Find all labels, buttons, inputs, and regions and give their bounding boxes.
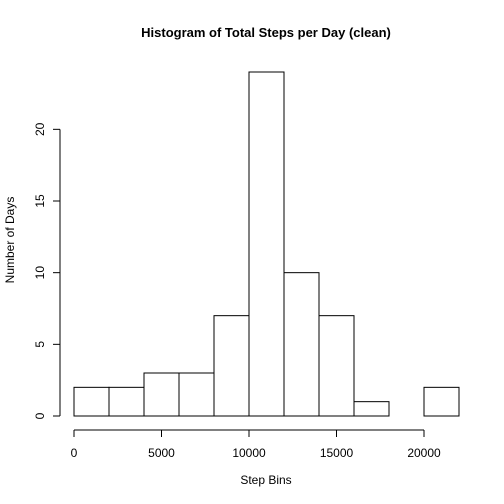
bars-group [73, 71, 460, 417]
x-tick-label: 10000 [232, 446, 266, 460]
histogram-bar-5 [248, 71, 285, 417]
histogram-bar-2 [143, 372, 180, 417]
x-axis-label: Step Bins [240, 473, 291, 487]
y-tick-label: 10 [33, 266, 47, 280]
x-tick-label: 0 [71, 446, 78, 460]
histogram-bar-7 [318, 315, 355, 417]
histogram-bar-8 [353, 401, 390, 417]
histogram-bar-6 [283, 272, 320, 417]
histogram-bar-10 [423, 386, 460, 417]
histogram-bar-4 [213, 315, 250, 417]
histogram-bar-3 [178, 372, 215, 417]
y-axis-label: Number of Days [3, 197, 17, 284]
x-axis: 0 5000 10000 15000 20000 [71, 429, 441, 460]
x-tick-label: 15000 [320, 446, 354, 460]
y-axis: 0 5 10 15 20 [33, 122, 61, 419]
y-tick-label: 15 [33, 194, 47, 208]
y-tick-label: 0 [33, 412, 47, 419]
histogram-bar-1 [108, 386, 145, 417]
x-tick-label: 5000 [148, 446, 175, 460]
x-tick-label: 20000 [407, 446, 441, 460]
chart-title: Histogram of Total Steps per Day (clean) [141, 25, 391, 40]
y-tick-label: 20 [33, 122, 47, 136]
histogram-bar-0 [73, 386, 110, 417]
y-tick-label: 5 [33, 341, 47, 348]
